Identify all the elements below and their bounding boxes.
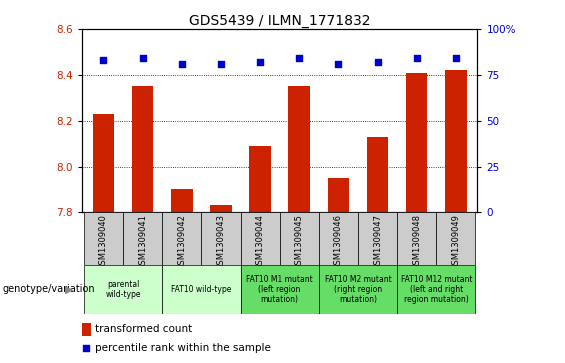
Text: GSM1309049: GSM1309049 (451, 214, 460, 270)
Point (295, 56, 304, 61)
Text: genotype/variation: genotype/variation (3, 285, 95, 294)
Text: FAT10 M12 mutant
(left and right
region mutation): FAT10 M12 mutant (left and right region … (401, 274, 472, 305)
Text: GSM1309046: GSM1309046 (334, 214, 343, 270)
Point (451, 56, 460, 61)
Point (99, 57, 108, 63)
Bar (241, 212, 280, 265)
Text: GSM1309047: GSM1309047 (373, 214, 382, 270)
Bar (358, 212, 397, 265)
Bar (445, 70, 467, 212)
Bar (319, 212, 358, 265)
Point (82, 345, 91, 351)
Text: GSM1309041: GSM1309041 (138, 214, 147, 270)
Bar (319, 265, 397, 314)
Text: transformed count: transformed count (94, 324, 192, 334)
Bar (210, 205, 232, 212)
Bar (241, 265, 319, 314)
Bar (82, 323, 90, 336)
Text: GSM1309043: GSM1309043 (216, 214, 225, 270)
Text: percentile rank within the sample: percentile rank within the sample (94, 343, 271, 353)
Bar (436, 212, 476, 265)
Bar (162, 265, 241, 314)
Point (177, 61, 186, 67)
Bar (132, 86, 153, 212)
Bar (171, 189, 193, 212)
Bar (123, 212, 162, 265)
Bar (280, 212, 319, 265)
Point (412, 56, 421, 61)
Bar (84, 212, 123, 265)
Point (216, 61, 225, 67)
Text: ▶: ▶ (65, 285, 73, 294)
Text: GSM1309040: GSM1309040 (99, 214, 108, 270)
Bar (397, 212, 436, 265)
Bar (406, 73, 428, 212)
Bar (249, 146, 271, 212)
Bar (367, 137, 388, 212)
Text: parental
wild-type: parental wild-type (105, 280, 141, 299)
Point (138, 56, 147, 61)
Text: FAT10 M2 mutant
(right region
mutation): FAT10 M2 mutant (right region mutation) (325, 274, 392, 305)
Title: GDS5439 / ILMN_1771832: GDS5439 / ILMN_1771832 (189, 14, 371, 28)
Bar (84, 265, 162, 314)
Text: GSM1309045: GSM1309045 (295, 214, 304, 270)
Text: GSM1309048: GSM1309048 (412, 214, 421, 270)
Bar (328, 178, 349, 212)
Bar (201, 212, 241, 265)
Text: FAT10 M1 mutant
(left region
mutation): FAT10 M1 mutant (left region mutation) (246, 274, 313, 305)
Point (334, 61, 343, 67)
Bar (397, 265, 476, 314)
Bar (162, 212, 201, 265)
Point (373, 59, 382, 65)
Text: FAT10 wild-type: FAT10 wild-type (171, 285, 232, 294)
Text: GSM1309044: GSM1309044 (255, 214, 264, 270)
Point (255, 59, 264, 65)
Text: GSM1309042: GSM1309042 (177, 214, 186, 270)
Bar (289, 86, 310, 212)
Bar (93, 114, 114, 212)
